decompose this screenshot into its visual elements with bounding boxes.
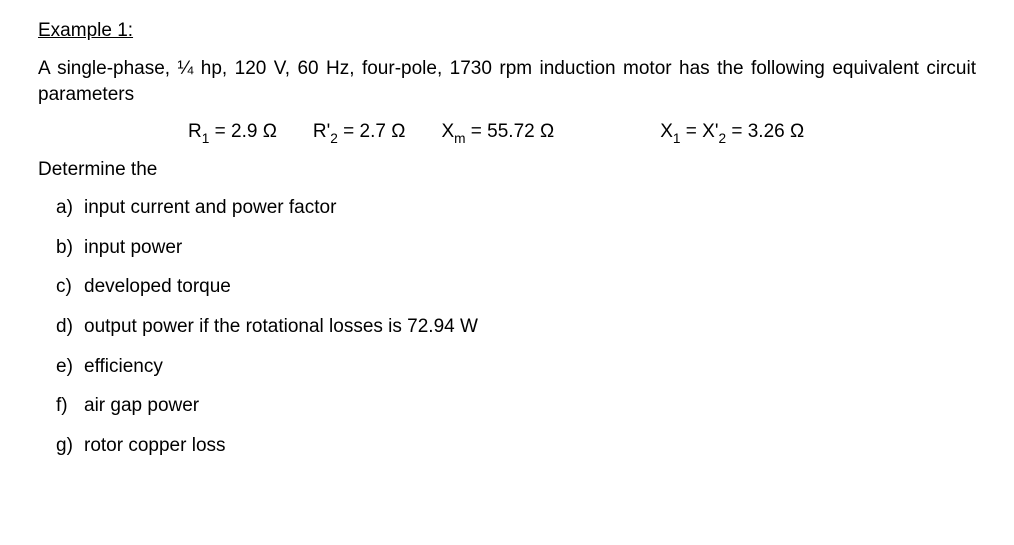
text-f: air gap power: [84, 395, 199, 416]
problem-statement: A single-phase, ¼ hp, 120 V, 60 Hz, four…: [38, 56, 976, 107]
question-b: b)input power: [56, 235, 976, 261]
example-page: Example 1: A single-phase, ¼ hp, 120 V, …: [0, 0, 1014, 493]
text-c: developed torque: [84, 276, 231, 297]
param-xm: Xm = 55.72 Ω: [441, 121, 554, 145]
param-xm-sub: m: [454, 131, 465, 146]
marker-e: e): [56, 354, 84, 380]
param-x2-sub: 2: [718, 131, 726, 146]
param-x2-symbol: X': [702, 121, 718, 142]
param-x1x2: X1 = X'2 = 3.26 Ω: [660, 121, 804, 145]
marker-g: g): [56, 433, 84, 459]
param-r1-value: 2.9 Ω: [231, 121, 277, 142]
param-xm-value: 55.72 Ω: [487, 121, 554, 142]
param-xm-symbol: X: [441, 121, 454, 142]
param-r2: R'2 = 2.7 Ω: [313, 121, 406, 145]
question-a: a)input current and power factor: [56, 195, 976, 221]
question-d: d)output power if the rotational losses …: [56, 314, 976, 340]
param-x12-value: 3.26 Ω: [748, 121, 804, 142]
marker-c: c): [56, 274, 84, 300]
param-r2-sub: 2: [330, 131, 338, 146]
marker-b: b): [56, 235, 84, 261]
question-e: e)efficiency: [56, 354, 976, 380]
question-f: f)air gap power: [56, 393, 976, 419]
question-g: g)rotor copper loss: [56, 433, 976, 459]
question-list: a)input current and power factor b)input…: [56, 195, 976, 458]
param-x1-symbol: X: [660, 121, 673, 142]
text-g: rotor copper loss: [84, 435, 226, 456]
text-a: input current and power factor: [84, 197, 336, 218]
text-e: efficiency: [84, 356, 163, 377]
marker-d: d): [56, 314, 84, 340]
param-r1-symbol: R: [188, 121, 202, 142]
text-b: input power: [84, 237, 182, 258]
marker-f: f): [56, 393, 84, 419]
marker-a: a): [56, 195, 84, 221]
example-title: Example 1:: [38, 20, 976, 42]
param-r1: R1 = 2.9 Ω: [188, 121, 277, 145]
param-r1-sub: 1: [202, 131, 210, 146]
determine-label: Determine the: [38, 159, 976, 181]
param-x1-sub: 1: [673, 131, 681, 146]
text-d: output power if the rotational losses is…: [84, 316, 478, 337]
parameters-row: R1 = 2.9 Ω R'2 = 2.7 Ω Xm = 55.72 Ω X1 =…: [188, 121, 976, 145]
param-r2-symbol: R': [313, 121, 330, 142]
question-c: c)developed torque: [56, 274, 976, 300]
param-r2-value: 2.7 Ω: [360, 121, 406, 142]
